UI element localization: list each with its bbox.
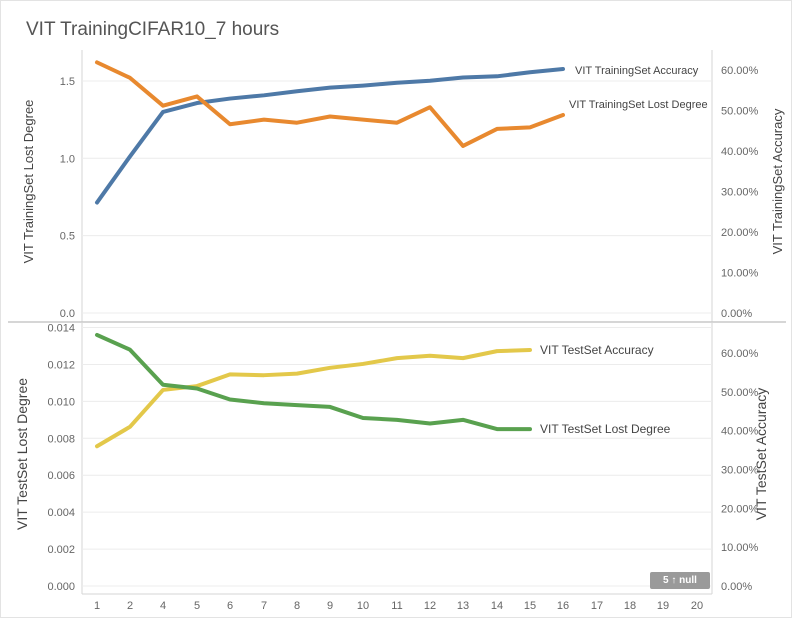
y-left-tick-label: 0.0 <box>60 308 75 320</box>
series-label: VIT TrainingSet Lost Degree <box>569 99 708 111</box>
y-left-tick-label: 0.008 <box>47 433 75 445</box>
series-line-vit-testset-accuracy[interactable] <box>95 347 532 449</box>
y-right-tick-label: 40.00% <box>721 426 759 438</box>
x-tick-label: 19 <box>657 600 669 612</box>
x-tick-label: 14 <box>491 600 503 612</box>
x-tick-label: 5 <box>194 600 200 612</box>
x-tick-label: 11 <box>391 600 402 612</box>
y-left-tick-label: 0.014 <box>47 323 75 335</box>
x-tick-label: 15 <box>524 600 536 612</box>
y-left-tick-label: 1.0 <box>60 153 75 165</box>
x-tick-label: 8 <box>294 600 300 612</box>
x-tick-label: 4 <box>160 600 166 612</box>
x-tick-label: 1 <box>94 600 100 612</box>
x-tick-label: 10 <box>357 600 369 612</box>
null-values-badge[interactable]: 5 ↑ null <box>650 572 710 589</box>
x-tick-label: 13 <box>457 600 469 612</box>
y-right-tick-label: 60.00% <box>721 65 759 77</box>
y-left-tick-label: 1.5 <box>60 76 75 88</box>
series-line-vit-trainingset-lost-degree[interactable] <box>95 60 565 148</box>
x-tick-label: 16 <box>557 600 569 612</box>
y-left-axis-title: VIT TestSet Lost Degree <box>14 378 30 530</box>
y-right-tick-label: 40.00% <box>721 146 759 158</box>
y-right-tick-label: 50.00% <box>721 106 759 118</box>
y-left-axis-title: VIT TrainingSet Lost Degree <box>21 100 36 264</box>
series-line-vit-testset-lost-degree[interactable] <box>95 332 532 432</box>
y-left-tick-label: 0.004 <box>47 507 75 519</box>
y-right-tick-label: 30.00% <box>721 187 759 199</box>
y-left-tick-label: 0.006 <box>47 470 75 482</box>
y-right-tick-label: 60.00% <box>721 348 759 360</box>
x-tick-label: 17 <box>591 600 603 612</box>
y-left-tick-label: 0.010 <box>47 396 75 408</box>
series-label: VIT TrainingSet Accuracy <box>575 65 699 77</box>
y-right-tick-label: 0.00% <box>721 308 752 320</box>
y-right-tick-label: 20.00% <box>721 503 759 515</box>
series-label: VIT TestSet Accuracy <box>540 343 654 357</box>
x-tick-label: 20 <box>691 600 703 612</box>
y-left-tick-label: 0.5 <box>60 231 75 243</box>
y-right-tick-label: 50.00% <box>721 387 759 399</box>
y-left-tick-label: 0.000 <box>47 581 75 593</box>
tick-labels: 0.00.51.01.50.00%10.00%20.00%30.00%40.00… <box>14 65 785 612</box>
x-tick-label: 2 <box>127 600 133 612</box>
y-right-axis-title: VIT TestSet Accuracy <box>753 388 769 521</box>
y-left-tick-label: 0.002 <box>47 544 75 556</box>
x-tick-label: 12 <box>424 600 436 612</box>
series-labels: VIT TrainingSet Accuracy VIT TrainingSet … <box>540 65 708 436</box>
y-right-tick-label: 10.00% <box>721 542 759 554</box>
y-right-tick-label: 30.00% <box>721 465 759 477</box>
y-right-tick-label: 0.00% <box>721 581 752 593</box>
series-line-vit-trainingset-accuracy[interactable] <box>95 67 565 205</box>
x-tick-label: 6 <box>227 600 233 612</box>
y-right-tick-label: 20.00% <box>721 227 759 239</box>
dashboard-title: VIT TrainingCIFAR10_7 hours <box>26 19 280 40</box>
x-tick-label: 9 <box>327 600 333 612</box>
series-label: VIT TestSet Lost Degree <box>540 422 671 436</box>
gridlines <box>82 80 712 587</box>
y-right-tick-label: 10.00% <box>721 268 759 280</box>
y-right-axis-title: VIT TrainingSet Accuracy <box>770 108 785 254</box>
y-left-tick-label: 0.012 <box>47 359 75 371</box>
x-tick-label: 7 <box>261 600 267 612</box>
series-lines <box>95 60 565 449</box>
x-tick-label: 18 <box>624 600 636 612</box>
